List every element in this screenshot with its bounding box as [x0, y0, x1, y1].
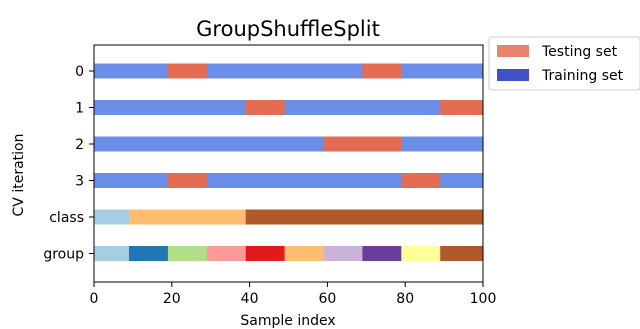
axes-layer: 0 20 40 60 80 100 0 1 2 3 class group: [43, 44, 497, 307]
bar-segment-2-1: [323, 136, 402, 152]
bar-segment-group-0: [94, 246, 130, 261]
bar-segment-1-1: [245, 100, 285, 115]
y-tick-label-0: 0: [75, 64, 84, 80]
x-tick-label-60: 60: [318, 291, 336, 307]
bar-segment-0-1: [167, 63, 208, 79]
bar-segment-group-6: [323, 246, 363, 261]
bar-segment-0-4: [401, 63, 484, 79]
legend: Testing set Training set: [488, 36, 640, 91]
chart-title: GroupShuffleSplit: [196, 17, 380, 41]
y-tick-label-class: class: [49, 210, 84, 226]
x-tick-label-80: 80: [396, 291, 414, 307]
bar-segment-group-1: [129, 246, 169, 261]
x-tick-label-20: 20: [163, 291, 181, 307]
bar-segment-class-1: [129, 209, 247, 225]
bar-segment-3-2: [206, 173, 402, 188]
y-tick-label-3: 3: [75, 174, 84, 190]
bar-segment-2-2: [401, 136, 484, 152]
bar-segment-0-3: [362, 63, 402, 79]
bars-layer: [94, 63, 484, 261]
bar-segment-2-0: [94, 136, 324, 152]
x-tick-label-100: 100: [470, 291, 497, 307]
bar-segment-1-2: [284, 100, 441, 115]
y-tick-label-1: 1: [75, 101, 84, 117]
y-tick-label-group: group: [43, 247, 84, 263]
bar-segment-3-1: [167, 173, 208, 188]
legend-label-testing-set: Testing set: [541, 44, 618, 60]
bar-segment-class-0: [94, 209, 130, 225]
bar-segment-group-9: [440, 246, 484, 261]
bar-segment-group-3: [206, 246, 247, 261]
bar-segment-3-0: [94, 173, 169, 188]
bar-segment-1-0: [94, 100, 247, 115]
legend-swatch-testing-set: [497, 45, 529, 57]
legend-swatch-training-set: [497, 69, 529, 81]
bar-segment-group-4: [245, 246, 285, 261]
bar-segment-group-2: [167, 246, 208, 261]
bar-segment-group-8: [401, 246, 441, 261]
bar-segment-group-5: [284, 246, 324, 261]
bar-segment-group-7: [362, 246, 402, 261]
x-tick-label-0: 0: [90, 291, 99, 307]
legend-label-training-set: Training set: [541, 68, 624, 84]
bar-segment-3-4: [440, 173, 484, 188]
bar-segment-class-2: [245, 209, 484, 225]
y-tick-label-2: 2: [75, 137, 84, 153]
bar-segment-3-3: [401, 173, 441, 188]
x-tick-label-40: 40: [241, 291, 259, 307]
bar-segment-0-2: [206, 63, 363, 79]
bar-segment-0-0: [94, 63, 169, 79]
y-axis-label: CV iteration: [11, 134, 27, 217]
bar-segment-1-3: [440, 100, 484, 115]
x-axis-label: Sample index: [240, 313, 335, 329]
plot-frame: [93, 44, 484, 283]
